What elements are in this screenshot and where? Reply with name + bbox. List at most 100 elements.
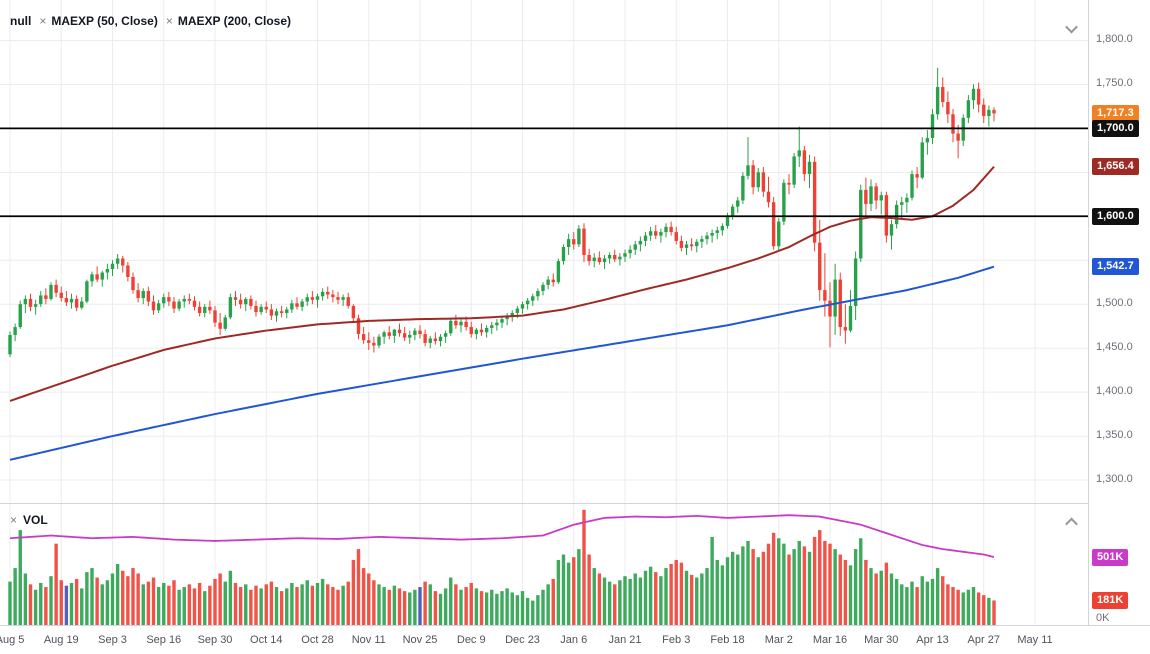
time-axis-label: Sep 3 <box>98 634 127 646</box>
volume-bar <box>192 588 197 625</box>
volume-bar <box>771 532 776 625</box>
candle-body <box>8 334 12 355</box>
candle-body <box>725 215 730 226</box>
candle-body <box>269 309 274 316</box>
price-levels <box>0 127 1088 218</box>
pane-separator[interactable] <box>0 503 1150 504</box>
chart-plot-area[interactable] <box>0 0 1088 625</box>
volume-bar <box>602 577 607 625</box>
volume-bar <box>367 573 371 625</box>
candle-body <box>833 279 837 317</box>
candle-body <box>910 174 914 198</box>
candle-body <box>546 279 550 285</box>
candles <box>8 67 996 357</box>
candle-body <box>33 304 38 307</box>
ma50 <box>9 166 995 402</box>
candle-body <box>249 298 253 306</box>
candle-body <box>828 300 832 317</box>
volume-bar <box>387 589 391 625</box>
volume-bar <box>915 587 919 625</box>
candle-body <box>582 228 586 255</box>
time-axis-label: Aug 19 <box>43 634 79 646</box>
volume-bar <box>976 592 981 625</box>
candle-body <box>69 298 74 303</box>
candle-body <box>177 301 181 309</box>
volume-bar <box>459 589 463 625</box>
indicator-ma50-label[interactable]: MAEXP (50, Close) <box>51 14 158 28</box>
candle-body <box>351 305 356 319</box>
time-axis-label: Nov 25 <box>402 634 438 646</box>
level-chip: 1,700.0 <box>1092 119 1139 137</box>
candle-body <box>782 182 786 222</box>
candle-body <box>326 291 330 295</box>
volume-bar <box>920 576 924 625</box>
time-axis-label: Apr 27 <box>967 634 1000 646</box>
time-axis-label: Jan 21 <box>608 634 642 646</box>
candle-body <box>341 297 345 300</box>
volume-bar <box>274 587 279 625</box>
volume-bar <box>310 585 315 625</box>
candle-body <box>976 88 981 105</box>
candle-body <box>90 274 94 282</box>
volume-bar <box>285 588 289 625</box>
candle-body <box>162 297 166 304</box>
candle-body <box>402 333 407 338</box>
volume-bar <box>464 587 468 625</box>
volume-bar <box>428 584 432 625</box>
candle-body <box>479 329 484 333</box>
time-axis[interactable]: Aug 5 Aug 19 Sep 3 Sep 16 Sep 30 Oct 14 Oct 28… <box>0 625 1150 654</box>
volume-bar <box>433 591 438 625</box>
candle-body <box>982 104 986 117</box>
ma200 <box>9 265 995 461</box>
volume-bar <box>500 591 504 625</box>
close-icon[interactable]: × <box>165 14 173 28</box>
volume-bar <box>607 581 612 625</box>
close-icon[interactable]: × <box>39 14 47 28</box>
candle-body <box>136 290 140 299</box>
volume-bar <box>172 580 176 625</box>
expand-volume-pane-button[interactable] <box>1060 511 1082 533</box>
volume-bar <box>213 578 217 625</box>
candle-body <box>823 290 827 301</box>
volume-bar <box>228 570 233 625</box>
candle-body <box>894 204 899 225</box>
candle-body <box>715 230 719 233</box>
indicator-ma200: × MAEXP (200, Close) <box>166 14 291 28</box>
volume-bar <box>346 581 350 625</box>
volume-bar <box>848 565 853 625</box>
candle-body <box>592 257 596 262</box>
candle-body <box>310 297 315 300</box>
candle-body <box>392 329 397 336</box>
volume-bar <box>305 580 309 625</box>
candle-body <box>859 189 863 259</box>
candle-body <box>197 306 202 313</box>
volume-bar <box>90 568 94 625</box>
indicator-ma200-label[interactable]: MAEXP (200, Close) <box>177 14 291 28</box>
volume-bar <box>787 554 791 625</box>
volume-bar <box>628 578 632 625</box>
volume-bar <box>802 546 807 625</box>
price-axis[interactable]: 1,800.0 1,750.0 1,500.0 1,450.0 1,400.0 1,350… <box>1088 0 1150 654</box>
candle-body <box>126 265 130 277</box>
volume-bar <box>536 595 540 625</box>
volume-bar <box>218 573 222 625</box>
last-price-chip: 1,717.3 <box>1092 104 1139 122</box>
candle-body <box>664 226 668 233</box>
volume-bar <box>126 576 130 625</box>
volume-bar <box>638 577 643 625</box>
candle-body <box>900 202 904 205</box>
symbol-label[interactable]: null <box>10 14 32 28</box>
candle-body <box>536 291 540 297</box>
volume-bar <box>208 585 212 625</box>
volume-bar <box>674 559 678 625</box>
volume-bar <box>879 570 883 625</box>
volume-bar <box>597 573 602 625</box>
volume-bar <box>889 573 894 625</box>
time-axis-label: Apr 13 <box>916 634 949 646</box>
candle-body <box>915 174 919 178</box>
volume-bar <box>900 584 904 625</box>
level-chip: 1,600.0 <box>1092 207 1139 225</box>
close-icon[interactable]: × <box>10 513 18 527</box>
collapse-price-pane-button[interactable] <box>1060 17 1082 39</box>
volume-bar <box>623 576 627 625</box>
